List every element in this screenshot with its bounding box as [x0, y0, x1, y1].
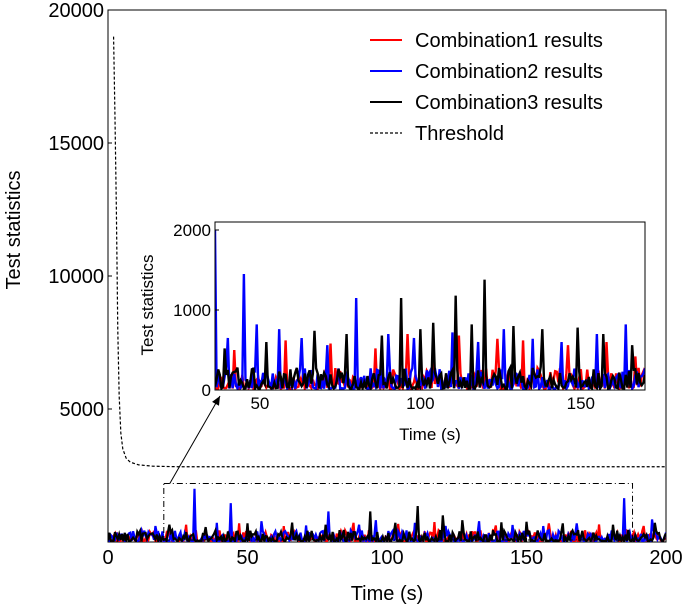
inset-y-tick-label: 0: [202, 381, 211, 400]
main-y-tick-label: 5000: [60, 399, 105, 421]
legend-entry-label: Combination3 results: [415, 92, 603, 114]
main-x-tick-label: 150: [510, 547, 543, 569]
main-x-tick-label: 50: [236, 547, 258, 569]
x-axis-label: Time (s): [351, 583, 424, 605]
main-x-tick-label: 200: [649, 547, 682, 569]
inset-plot-frame: [214, 221, 646, 391]
inset-x-tick-label: 100: [406, 394, 434, 413]
inset-series-combination3-results: [215, 279, 645, 390]
inset-y-tick-label: 2000: [173, 221, 211, 240]
legend-entry-label: Combination1 results: [415, 30, 603, 52]
inset-x-axis-label: Time (s): [399, 425, 461, 444]
legend-entry-label: Threshold: [415, 123, 504, 145]
inset-y-tick-label: 1000: [173, 301, 211, 320]
inset-axis-ticks: 50 100 150 0 1000 2000: [173, 221, 595, 413]
zoom-region-box: [163, 482, 634, 541]
main-y-tick-label: 20000: [48, 0, 104, 22]
main-series-threshold: [112, 36, 666, 468]
main-y-tick-label: 15000: [48, 133, 104, 155]
inset-series-group: [215, 229, 645, 390]
main-y-tick-label: 10000: [48, 266, 104, 288]
main-x-tick-label: 100: [370, 547, 403, 569]
y-axis-label: Test statistics: [3, 171, 25, 290]
zoom-arrow: [169, 395, 221, 484]
legend: Combination1 results Combination2 results…: [370, 30, 603, 145]
zoom-arrow-head: [212, 396, 220, 406]
main-series-combination3-results: [108, 506, 666, 542]
inset-x-tick-label: 50: [250, 394, 269, 413]
main-x-tick-label: 0: [102, 547, 113, 569]
inset-y-axis-label: Test statistics: [138, 254, 157, 355]
legend-entry-label: Combination2 results: [415, 61, 603, 83]
inset-x-tick-label: 150: [567, 394, 595, 413]
